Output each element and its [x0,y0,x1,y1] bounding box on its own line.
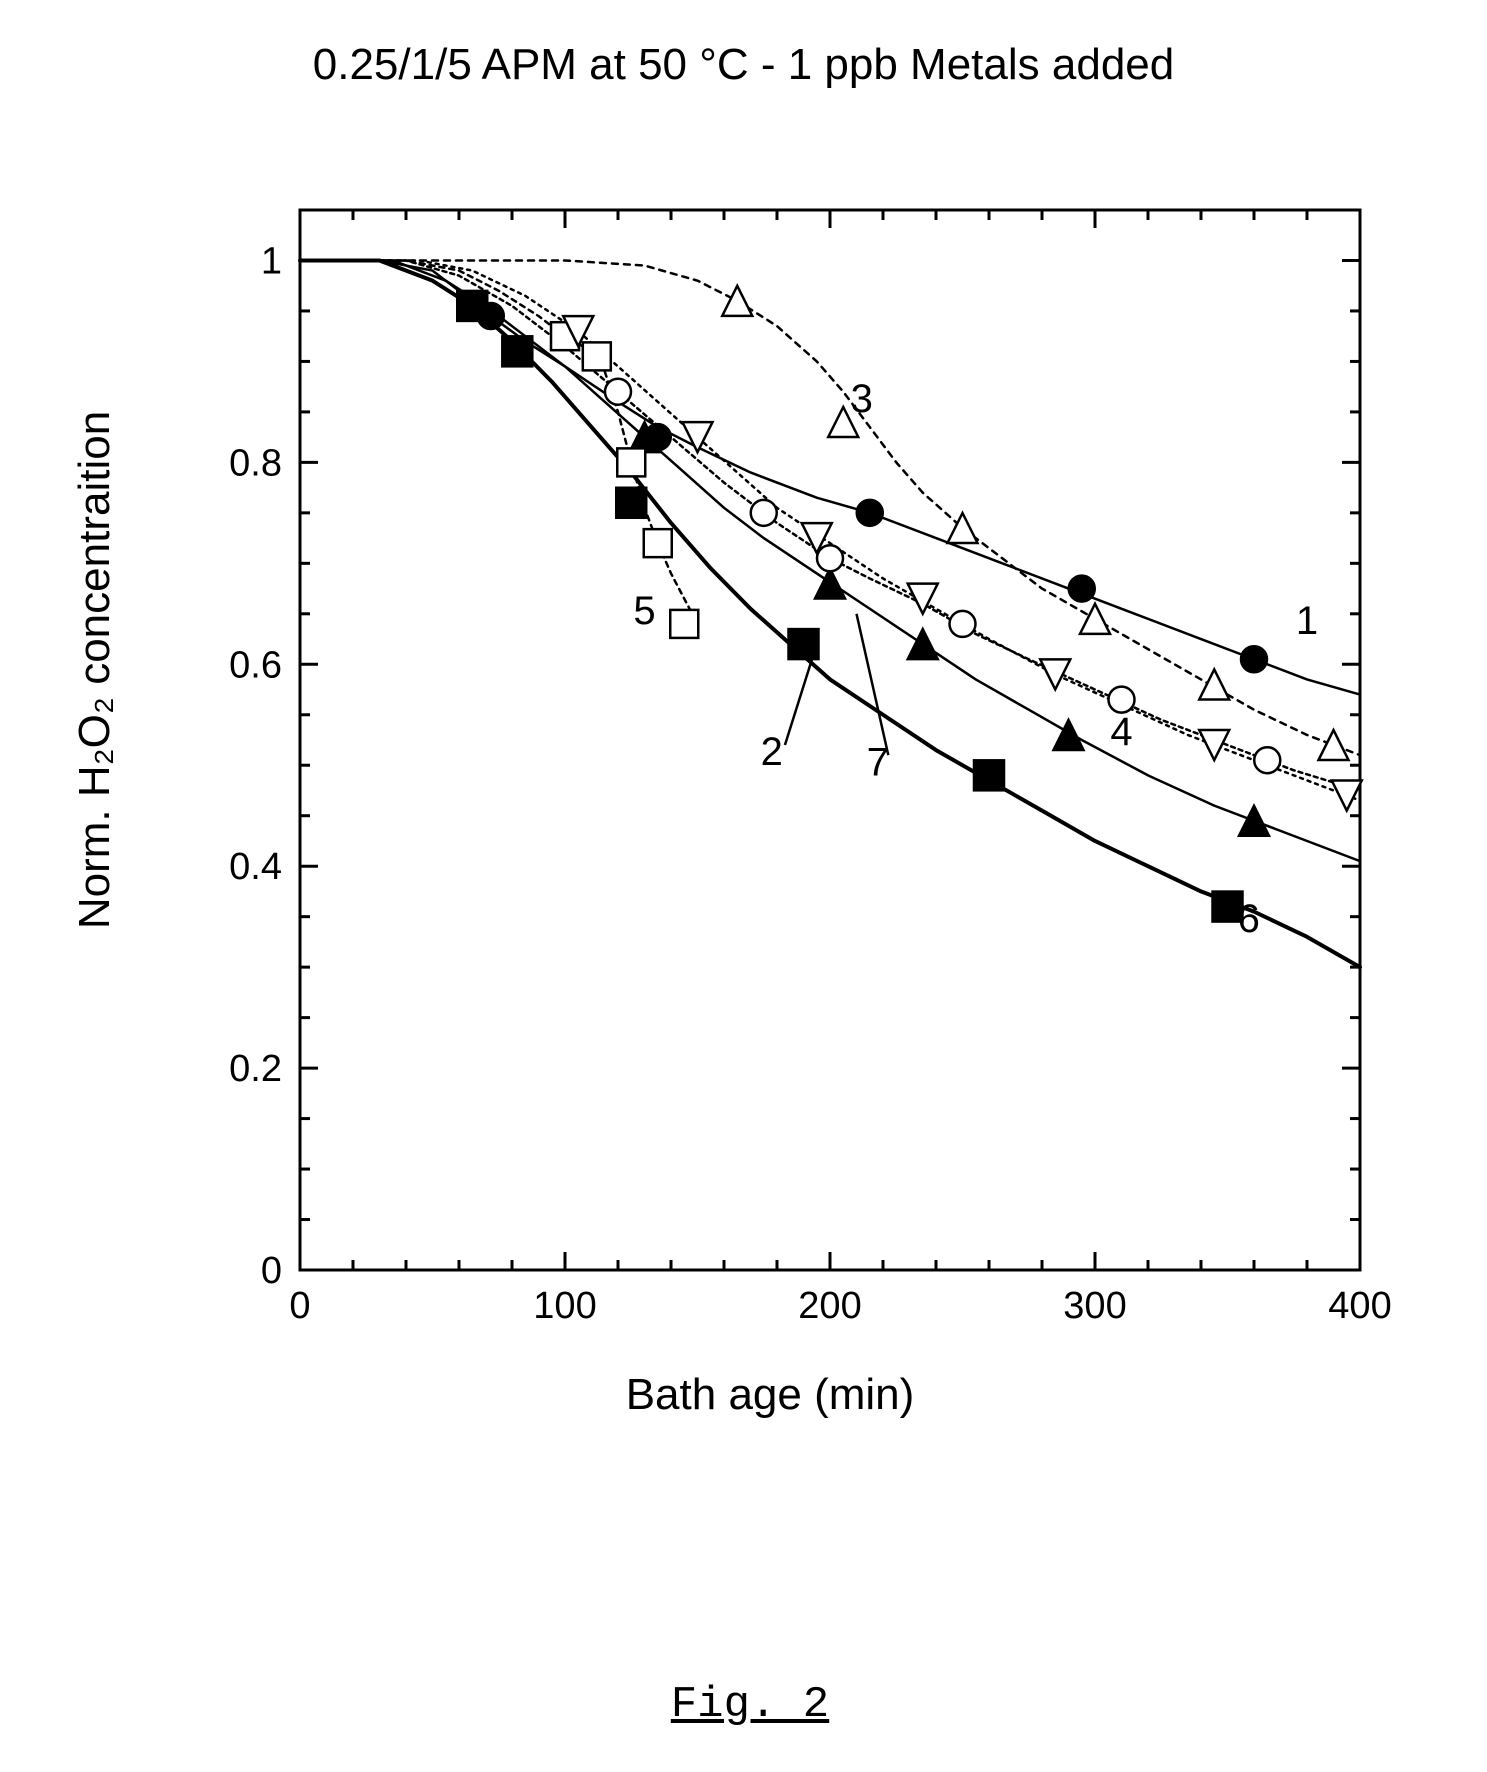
y-tick-label: 0.8 [229,442,282,484]
series-annotation-5: 5 [633,589,655,633]
series-annotation-7: 7 [867,740,889,784]
chart-title: 0.25/1/5 APM at 50 °C - 1 ppb Metals add… [0,40,1487,90]
series-annotation-3: 3 [851,377,873,421]
series-annotation-1: 1 [1296,599,1318,643]
page-root: 0.25/1/5 APM at 50 °C - 1 ppb Metals add… [0,0,1487,1772]
x-tick-label: 0 [289,1285,310,1327]
chart-svg: 1 2 3 4 5 6 7 0 100 200 300 400 0 0.2 0.4 0.6 0.8 1 [120,170,1420,1490]
figure-caption: Fig. 2 [600,1680,900,1730]
series-annotation-4: 4 [1110,710,1132,754]
series-line-2_6 [300,260,1360,967]
series-annotation-6: 6 [1238,897,1260,941]
y-tick-label: 1 [261,240,282,282]
x-axis-label: Bath age (min) [120,1370,1420,1420]
x-tick-label: 100 [533,1285,596,1327]
y-tick-label: 0.4 [229,846,282,888]
x-tick-label: 200 [798,1285,861,1327]
x-tick-label: 300 [1063,1285,1126,1327]
y-tick-label: 0.6 [229,644,282,686]
x-tick-label: 400 [1328,1285,1391,1327]
series-line-1 [300,260,1360,694]
y-tick-label: 0.2 [229,1048,282,1090]
series-line-7_open_tri_down [300,260,1360,800]
series-annotation-2: 2 [761,730,783,774]
y-axis-label: Norm. H₂O₂ concentraition [70,140,120,1200]
y-tick-label: 0 [261,1250,282,1292]
